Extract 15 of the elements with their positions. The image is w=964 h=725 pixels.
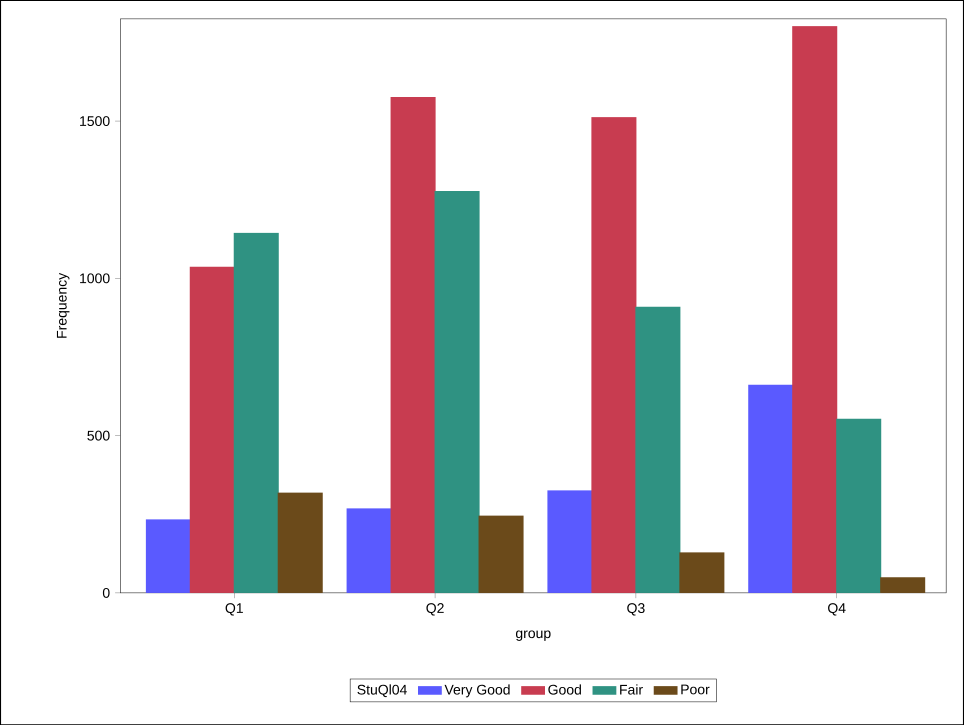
y-tick-label: 1500 [80, 116, 110, 126]
x-tick-label: Q2 [426, 603, 444, 616]
y-tick-label: 1000 [80, 273, 110, 284]
legend-title: StuQl04 [357, 684, 407, 697]
y-tick-label: 0 [102, 588, 110, 598]
x-axis-title: group [516, 630, 551, 641]
y-tick-label: 500 [87, 430, 110, 440]
x-tick-label: Q1 [226, 603, 243, 616]
legend-label: Fair [620, 684, 643, 695]
x-tick-label: Q4 [828, 603, 846, 616]
legend-label: Very Good [444, 684, 510, 698]
legend-label: Good [548, 684, 581, 695]
y-axis-title: Frequency [56, 272, 70, 338]
x-tick-label: Q3 [627, 603, 645, 616]
legend-label: Poor [681, 684, 710, 694]
